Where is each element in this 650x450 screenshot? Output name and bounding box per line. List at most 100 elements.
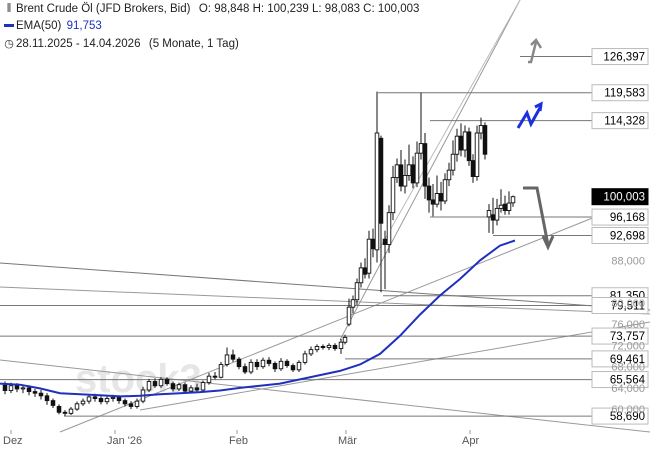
candle-body — [44, 395, 50, 402]
projection-arrows-layer — [516, 38, 555, 251]
candle-body — [332, 344, 338, 350]
candle-body — [430, 199, 436, 205]
trendline — [0, 359, 650, 433]
date-range-row: ◷ 28.11.2025 - 14.04.2026 (5 Monate, 1 Ta… — [4, 37, 241, 50]
candle-body — [8, 385, 14, 391]
candle-body — [350, 299, 356, 308]
candle-body — [68, 408, 74, 414]
candle-body — [80, 400, 86, 405]
candle-body — [308, 349, 314, 355]
candle-body — [194, 387, 200, 391]
candle-body — [390, 177, 396, 214]
ema-legend-row: EMA(50) 91,753 — [4, 20, 104, 32]
candle-body — [98, 398, 104, 403]
candle-body — [104, 398, 110, 403]
level-label-box — [591, 208, 649, 226]
x-tick-label: Mär — [338, 435, 357, 447]
candle-body — [212, 375, 218, 378]
candle-body — [374, 132, 380, 251]
level-label-box — [591, 327, 649, 345]
level-label-box — [591, 226, 649, 244]
candle-body — [462, 131, 468, 151]
candle-body — [494, 207, 500, 221]
candle-body — [478, 125, 484, 134]
ema-legend-label: EMA(50) — [16, 20, 62, 32]
level-label-box — [591, 297, 649, 315]
arrow-up-blue-head — [534, 101, 543, 112]
candle-body — [362, 267, 368, 275]
y-axis: 60,000 64,000 68,000 72,000 76,000 80,000 88,0… — [611, 255, 645, 416]
candle-body — [470, 160, 476, 177]
level-lines-layer: 126,397 119,583 114,328 100,003 96,168 92,698… — [0, 48, 649, 425]
level-label: 69,461 — [610, 354, 645, 366]
candle-body — [438, 193, 444, 202]
candle-body — [236, 358, 242, 368]
candle-body — [20, 387, 26, 390]
candle-body — [116, 396, 122, 402]
level-label: 58,690 — [610, 411, 645, 423]
candle-body — [86, 396, 92, 402]
candle-body — [502, 203, 508, 211]
candle-body — [474, 132, 480, 177]
candle-body — [26, 387, 32, 393]
candle-body — [224, 354, 230, 365]
candle-body — [158, 378, 164, 387]
candle-body — [326, 344, 332, 348]
trendline — [0, 262, 650, 311]
date-range: 28.11.2025 - 14.04.2026 — [16, 38, 141, 50]
candle-body — [506, 202, 512, 211]
candle-body — [394, 164, 400, 179]
trendline-layer — [0, 0, 650, 433]
level-label-box — [591, 48, 649, 66]
candle-body — [188, 387, 194, 392]
candles-layer — [2, 91, 516, 417]
level-label: 119,583 — [604, 88, 645, 100]
candle-body — [378, 137, 384, 224]
candle-body — [382, 238, 388, 245]
candle-body — [414, 152, 420, 184]
ema-layer — [0, 239, 516, 398]
candle-body — [2, 384, 8, 391]
level-label-box — [591, 407, 649, 425]
candle-body — [346, 306, 352, 325]
chart-header-title-row: ‖ Brent Crude Öl (JFD Brokers, Bid) O: 98… — [4, 3, 421, 15]
candle-body — [38, 392, 44, 397]
candle-body — [442, 179, 448, 202]
x-tick-label: Dez — [3, 435, 23, 447]
y-tick-label: 64,000 — [611, 383, 645, 395]
candle-body — [458, 135, 464, 151]
candle-body — [284, 360, 290, 367]
candle-body — [434, 193, 440, 205]
candle-body — [402, 175, 408, 187]
y-tick-label: 72,000 — [611, 340, 645, 352]
candle-body — [242, 366, 248, 373]
x-tick-label: Jan '26 — [107, 435, 142, 447]
candle-body — [218, 364, 224, 378]
level-label: 65,564 — [610, 375, 646, 387]
candle-body — [370, 238, 376, 250]
level-label: 100,003 — [603, 192, 645, 204]
arrow-up-blue — [516, 105, 543, 129]
candle-body — [56, 406, 62, 413]
level-label-box — [591, 84, 649, 102]
level-label: 126,397 — [603, 52, 645, 64]
candle-body — [110, 396, 116, 399]
candle-body — [490, 214, 496, 221]
candle-body — [366, 238, 372, 274]
candle-body — [482, 125, 488, 155]
candle-body — [200, 382, 206, 391]
y-tick-label: 60,000 — [611, 404, 645, 416]
candlestick-icon: ‖ — [6, 3, 12, 15]
candle-body — [14, 385, 20, 390]
arrow-up-gray-head — [530, 38, 543, 49]
candle-body — [450, 153, 456, 171]
candle-body — [498, 204, 504, 209]
candle-body — [206, 375, 212, 384]
candle-body — [260, 359, 266, 368]
instrument-name: Brent Crude Öl (JFD Brokers, Bid) — [16, 3, 191, 15]
candle-body — [354, 282, 360, 301]
candle-body — [146, 381, 152, 391]
candle-body — [342, 336, 348, 343]
arrow-up-gray — [528, 41, 538, 64]
